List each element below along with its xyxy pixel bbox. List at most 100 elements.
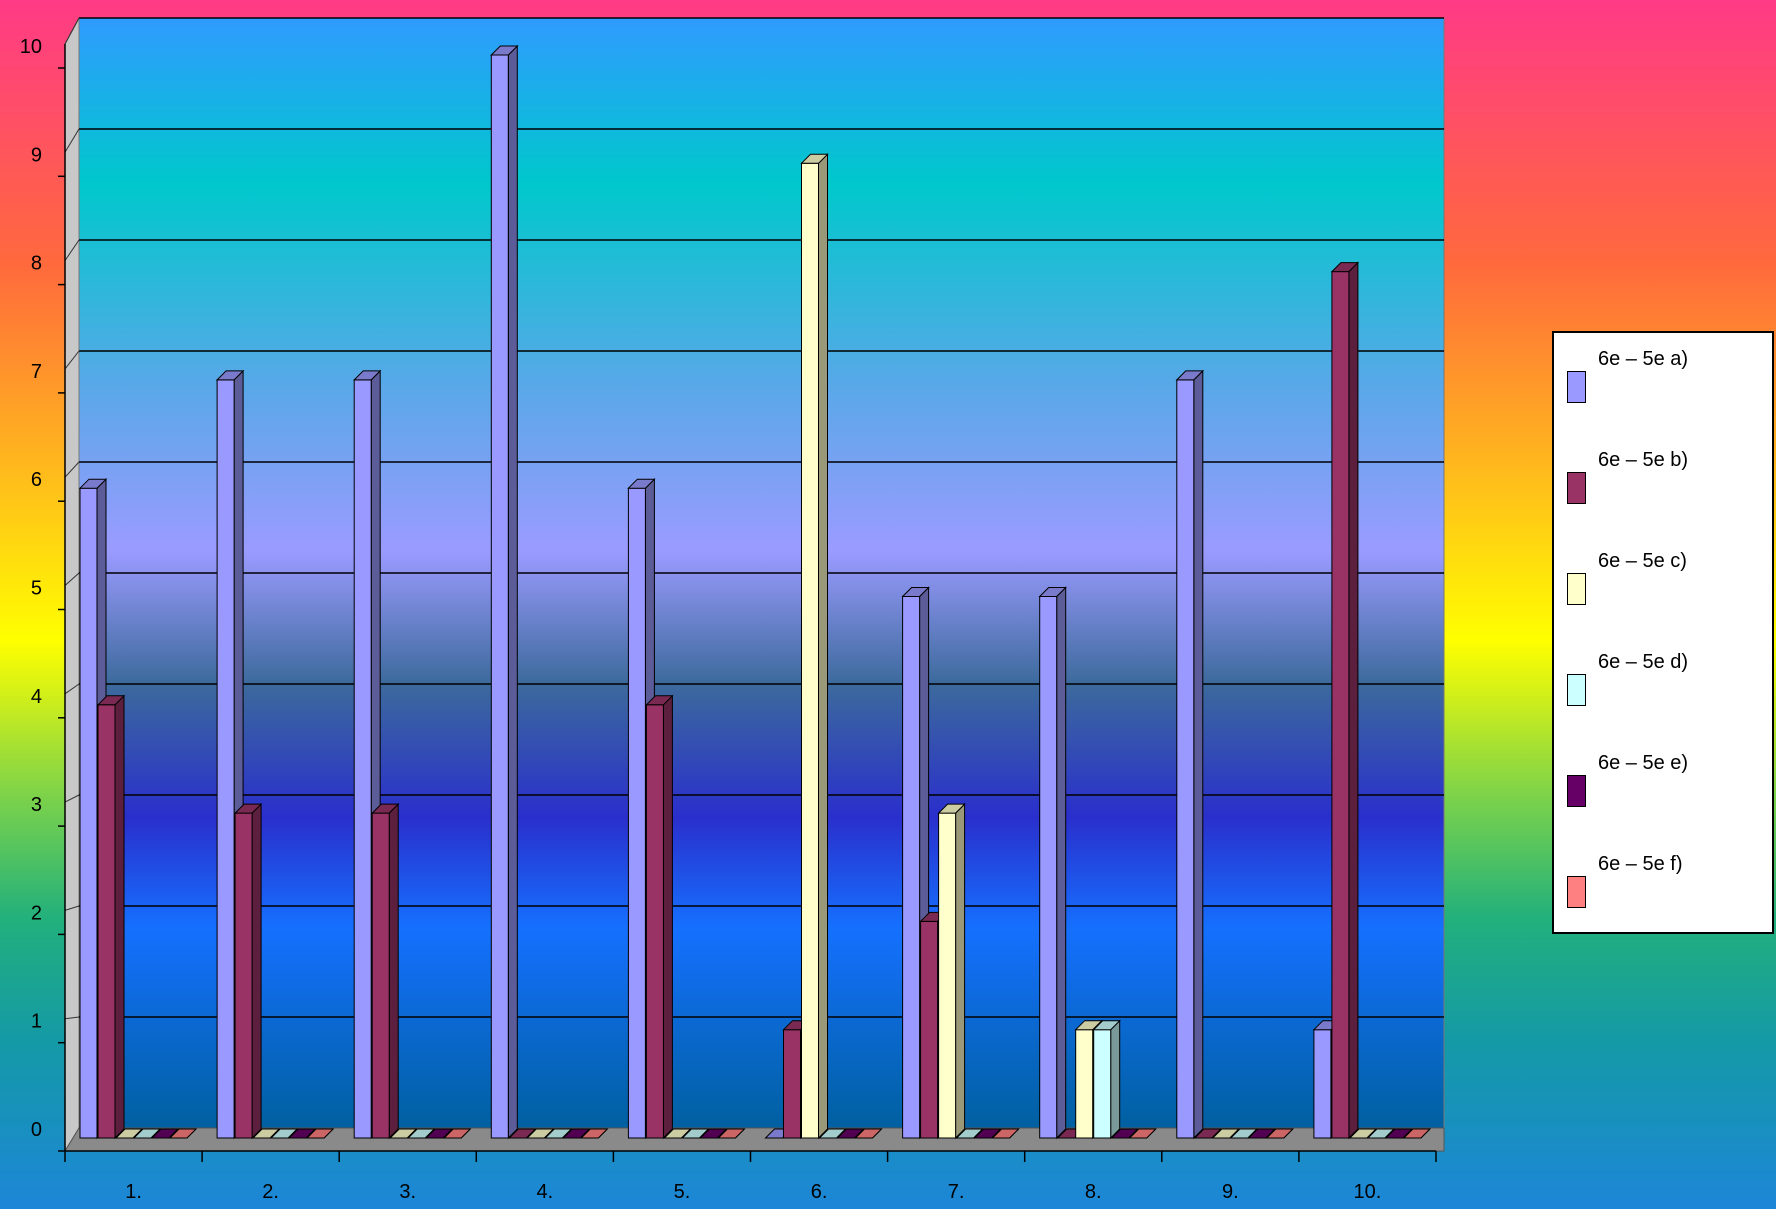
bar (251, 1128, 281, 1139)
bar-top (717, 1128, 746, 1139)
bar-front (353, 379, 372, 1139)
bar-top (1366, 1128, 1396, 1139)
bar (269, 1128, 299, 1139)
legend-label: 6e – 5e c) (1598, 550, 1687, 572)
bar-top (508, 1128, 537, 1139)
bar (1366, 1128, 1396, 1139)
bar-top (1074, 1020, 1103, 1031)
legend-swatch (1567, 472, 1586, 504)
bar-front (1075, 1029, 1094, 1139)
y-tick-label: 2 (31, 902, 42, 924)
axes: 0 1 2 3 4 5 6 7 8 9 10 1. 2. 3. 4. 5. 6. 7. 8. 9. 10. (20, 36, 1437, 1203)
bar-front (627, 487, 646, 1139)
bar-front (216, 379, 235, 1139)
bar-top (818, 1128, 847, 1139)
gridline-depth (64, 128, 80, 153)
legend-label: 6e – 5e b) (1598, 449, 1689, 471)
bar-front (79, 487, 98, 1139)
bar (1092, 1019, 1121, 1140)
legend-swatch (1567, 573, 1586, 605)
bar (1110, 1128, 1139, 1139)
bar-side (662, 694, 673, 1140)
bar (937, 802, 966, 1140)
bar (1247, 1128, 1277, 1139)
bar (1330, 261, 1360, 1140)
bar (388, 1128, 418, 1139)
bar (150, 1128, 180, 1139)
y-tick-label: 1 (31, 1011, 42, 1033)
bar-top (114, 1128, 144, 1139)
bar-top (1265, 1128, 1295, 1139)
bar (562, 1128, 591, 1139)
bar-front (97, 704, 116, 1139)
y-tick-label: 3 (31, 794, 42, 816)
bar-top (215, 370, 245, 381)
bar-top (406, 1128, 436, 1139)
bar-top (442, 1128, 472, 1139)
bar-top (526, 1128, 555, 1139)
bar-top (854, 1128, 883, 1139)
bar-top (800, 153, 829, 164)
bar-side (114, 694, 125, 1140)
gridline-depth (64, 905, 80, 911)
bar-front (1039, 596, 1058, 1139)
bar-front (783, 1029, 801, 1139)
bar-top (370, 803, 400, 814)
legend-item: 6e – 5e d) (1554, 636, 1772, 716)
x-tick-label: 6. (811, 1181, 828, 1203)
bar (1038, 586, 1067, 1140)
legend-item: 6e – 5e f) (1554, 838, 1772, 918)
bar-top (1175, 370, 1205, 381)
bar (490, 44, 519, 1140)
bar-side (818, 153, 828, 1140)
bar (973, 1128, 1002, 1139)
gridline-depth (64, 572, 80, 586)
y-tick-label: 4 (31, 686, 42, 708)
bar-top (580, 1128, 609, 1139)
bar-top (645, 695, 674, 706)
bar (1348, 1128, 1378, 1139)
bar-top (388, 1128, 418, 1139)
bar (854, 1128, 883, 1139)
bars (78, 44, 1432, 1140)
x-tick-label: 7. (948, 1181, 965, 1203)
plot-area (64, 17, 1445, 1153)
bar (406, 1128, 436, 1139)
y-tick-label: 0 (31, 1119, 42, 1141)
bar (681, 1128, 710, 1139)
bar-top (352, 370, 382, 381)
bar-top (937, 803, 966, 814)
legend-item: 6e – 5e e) (1554, 737, 1772, 817)
bar-side (388, 802, 399, 1140)
gridline-depth (64, 461, 80, 478)
bar-front (371, 812, 390, 1139)
bar (442, 1128, 472, 1139)
x-tick-label: 9. (1222, 1181, 1239, 1203)
bar-front (1176, 379, 1195, 1139)
gridline-depth (64, 350, 80, 370)
bar (96, 694, 126, 1140)
bar-top (991, 1128, 1020, 1139)
bar (955, 1128, 984, 1139)
bar-side (1348, 261, 1359, 1140)
bar-front (1313, 1029, 1332, 1139)
legend-label: 6e – 5e e) (1598, 752, 1689, 774)
x-tick-label: 8. (1085, 1181, 1102, 1203)
bar-top (955, 1128, 984, 1139)
bar (818, 1128, 847, 1139)
bar (305, 1128, 335, 1139)
bar-front (902, 596, 921, 1139)
bar-top (1247, 1128, 1277, 1139)
gridline-depth (64, 683, 80, 695)
bar-top (78, 478, 108, 489)
bar-top (305, 1128, 335, 1139)
bar (132, 1128, 162, 1139)
bar-side (955, 802, 966, 1140)
bar (991, 1128, 1020, 1139)
bar-top (562, 1128, 591, 1139)
bar (836, 1128, 865, 1139)
bar-top (1384, 1128, 1414, 1139)
x-tick-label: 3. (399, 1181, 416, 1203)
bar (508, 1128, 537, 1139)
x-tick-label: 1. (125, 1181, 142, 1203)
